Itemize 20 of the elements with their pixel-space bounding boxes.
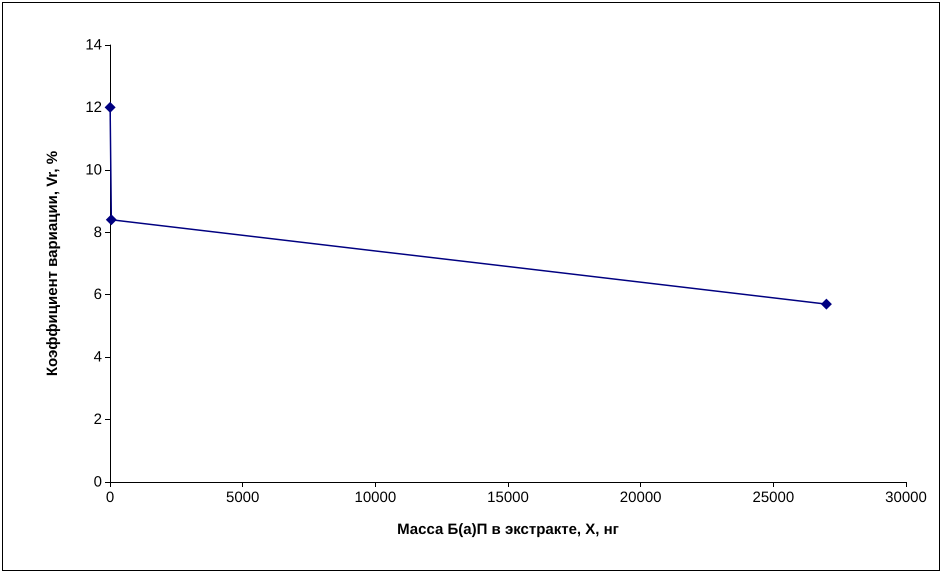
y-tick-label: 8 bbox=[94, 224, 102, 241]
y-tick-label: 14 bbox=[85, 36, 102, 54]
x-tick-label: 30000 bbox=[885, 489, 927, 506]
y-tick-label: 10 bbox=[85, 161, 102, 178]
y-tick-label: 4 bbox=[94, 348, 102, 366]
x-tick-label: 20000 bbox=[620, 489, 662, 506]
x-tick-label: 15000 bbox=[487, 489, 529, 506]
y-axis-title: Коэффициент вариации, Vr, % bbox=[44, 150, 61, 376]
x-tick-label: 0 bbox=[106, 489, 114, 506]
y-tick-label: 6 bbox=[94, 286, 102, 304]
y-tick-label: 2 bbox=[94, 411, 102, 428]
point bbox=[820, 298, 832, 310]
point bbox=[104, 102, 116, 113]
y-tick-label: 12 bbox=[85, 98, 102, 116]
x-tick-label: 25000 bbox=[752, 489, 794, 506]
x-tick-label: 5000 bbox=[226, 489, 260, 506]
x-axis-title: Масса Б(а)П в экстракте, Х, нг bbox=[397, 521, 619, 538]
y-tick-label: 0 bbox=[94, 474, 102, 490]
point bbox=[106, 214, 117, 226]
x-tick-label: 10000 bbox=[354, 489, 396, 506]
